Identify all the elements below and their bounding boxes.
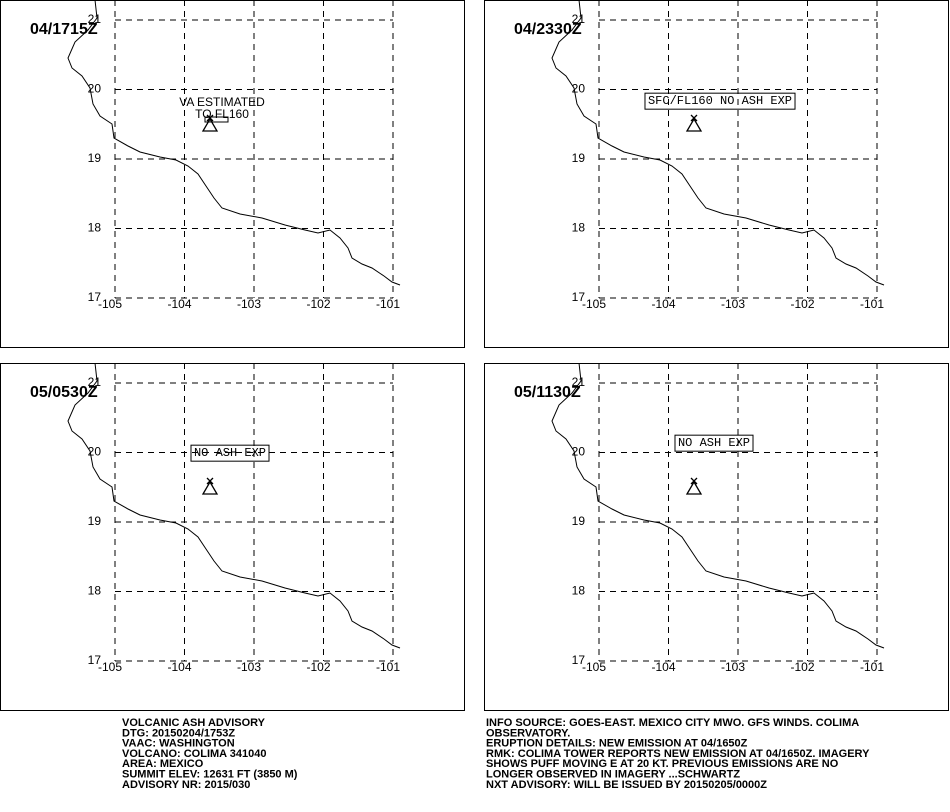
footer-line: ADVISORY NR: 2015/030: [122, 779, 250, 791]
annotation-marker: [204, 116, 229, 123]
lon-label: -103: [721, 660, 745, 674]
annotation-text: NO ASH EXP: [678, 436, 750, 450]
valid-time: 05/1130Z: [514, 384, 581, 401]
lon-label: -103: [721, 297, 745, 311]
annotation-text: SFC/FL160 NO ASH EXP: [648, 94, 792, 108]
footer-line: RMK: COLIMA TOWER REPORTS NEW EMISSION A…: [486, 748, 870, 760]
annotation-box: [674, 434, 754, 452]
footer-line: LONGER OBSERVED IN IMAGERY ...SCHWARTZ: [486, 769, 740, 781]
lon-label: -105: [582, 297, 606, 311]
coastline: [551, 363, 885, 649]
valid-time: 05/0530Z: [30, 384, 98, 401]
volcano-symbol: [685, 477, 703, 495]
lat-label: 19: [88, 151, 102, 165]
footer-line: OBSERVATORY.: [486, 727, 570, 739]
lon-label: -101: [376, 297, 400, 311]
lat-label: 19: [88, 514, 102, 528]
footer-line: SUMMIT ELEV: 12631 FT (3850 M): [122, 769, 298, 781]
map-panel: -105 -104 -103 -102 -101171819202105/1130ZNO…: [484, 363, 949, 711]
volcano-symbol: [201, 477, 219, 495]
lon-label: -102: [306, 297, 330, 311]
annotation-text: VA ESTIMATED: [179, 95, 265, 109]
map-panel: -105 -104 -103 -102 -101171819202104/2330ZSF…: [484, 0, 949, 348]
lat-label: 19: [572, 514, 586, 528]
valid-time: 04/2330Z: [514, 21, 582, 38]
lon-label: -104: [651, 660, 675, 674]
lat-label: 21: [88, 12, 102, 26]
lon-label: -104: [651, 297, 675, 311]
annotation-box: [190, 444, 270, 462]
footer-line: VOLCANIC ASH ADVISORY: [122, 717, 266, 729]
footer-line: VOLCANO: COLIMA 341040: [122, 748, 266, 760]
panel-frame: [0, 363, 465, 711]
lon-label: -103: [237, 660, 261, 674]
lon-label: -102: [790, 660, 814, 674]
lon-label: -105: [98, 660, 122, 674]
footer-line: AREA: MEXICO: [122, 758, 204, 770]
lat-label: 21: [572, 12, 586, 26]
footer-line: ERUPTION DETAILS: NEW EMISSION AT 04/165…: [486, 738, 748, 750]
lat-label: 17: [572, 290, 586, 304]
coastline: [551, 0, 885, 286]
footer-line: VAAC: WASHINGTON: [122, 738, 235, 750]
lon-label: -104: [167, 297, 191, 311]
annotation-text: TO FL160: [195, 107, 249, 121]
lat-label: 21: [88, 375, 102, 389]
lon-label: -102: [306, 660, 330, 674]
lat-label: 17: [88, 290, 102, 304]
panel-frame: [484, 363, 949, 711]
lon-label: -105: [582, 660, 606, 674]
lat-label: 18: [88, 221, 102, 235]
lon-label: -102: [790, 297, 814, 311]
lat-label: 21: [572, 375, 586, 389]
lat-label: 17: [572, 653, 586, 667]
lat-label: 18: [88, 584, 102, 598]
lon-label: -104: [167, 660, 191, 674]
annotation-text: NO ASH EXP: [194, 446, 266, 460]
footer-line: INFO SOURCE: GOES-EAST. MEXICO CITY MWO.…: [486, 717, 859, 729]
coastline: [67, 0, 401, 286]
valid-time: 04/1715Z: [30, 21, 98, 38]
panel-frame: [0, 0, 465, 348]
volcano-symbol: [685, 114, 703, 132]
lat-label: 18: [572, 584, 586, 598]
map-panel: -105 -104 -103 -102 -101171819202104/1715ZVA…: [0, 0, 465, 348]
annotation-box: [644, 92, 796, 110]
footer-line: NXT ADVISORY: WILL BE ISSUED BY 20150205…: [486, 779, 767, 791]
volcano-symbol: [201, 114, 219, 132]
lon-label: -105: [98, 297, 122, 311]
lon-label: -101: [860, 660, 884, 674]
footer-line: DTG: 20150204/1753Z: [122, 727, 235, 739]
coastline: [67, 363, 401, 649]
panel-frame: [484, 0, 949, 348]
lat-label: 18: [572, 221, 586, 235]
lat-label: 19: [572, 151, 586, 165]
lon-label: -101: [860, 297, 884, 311]
lon-label: -101: [376, 660, 400, 674]
lat-label: 17: [88, 653, 102, 667]
map-panel: -105 -104 -103 -102 -101171819202105/0530ZNO…: [0, 363, 465, 711]
footer-line: SHOWS PUFF MOVING E AT 20 KT. PREVIOUS E…: [486, 758, 839, 770]
lon-label: -103: [237, 297, 261, 311]
